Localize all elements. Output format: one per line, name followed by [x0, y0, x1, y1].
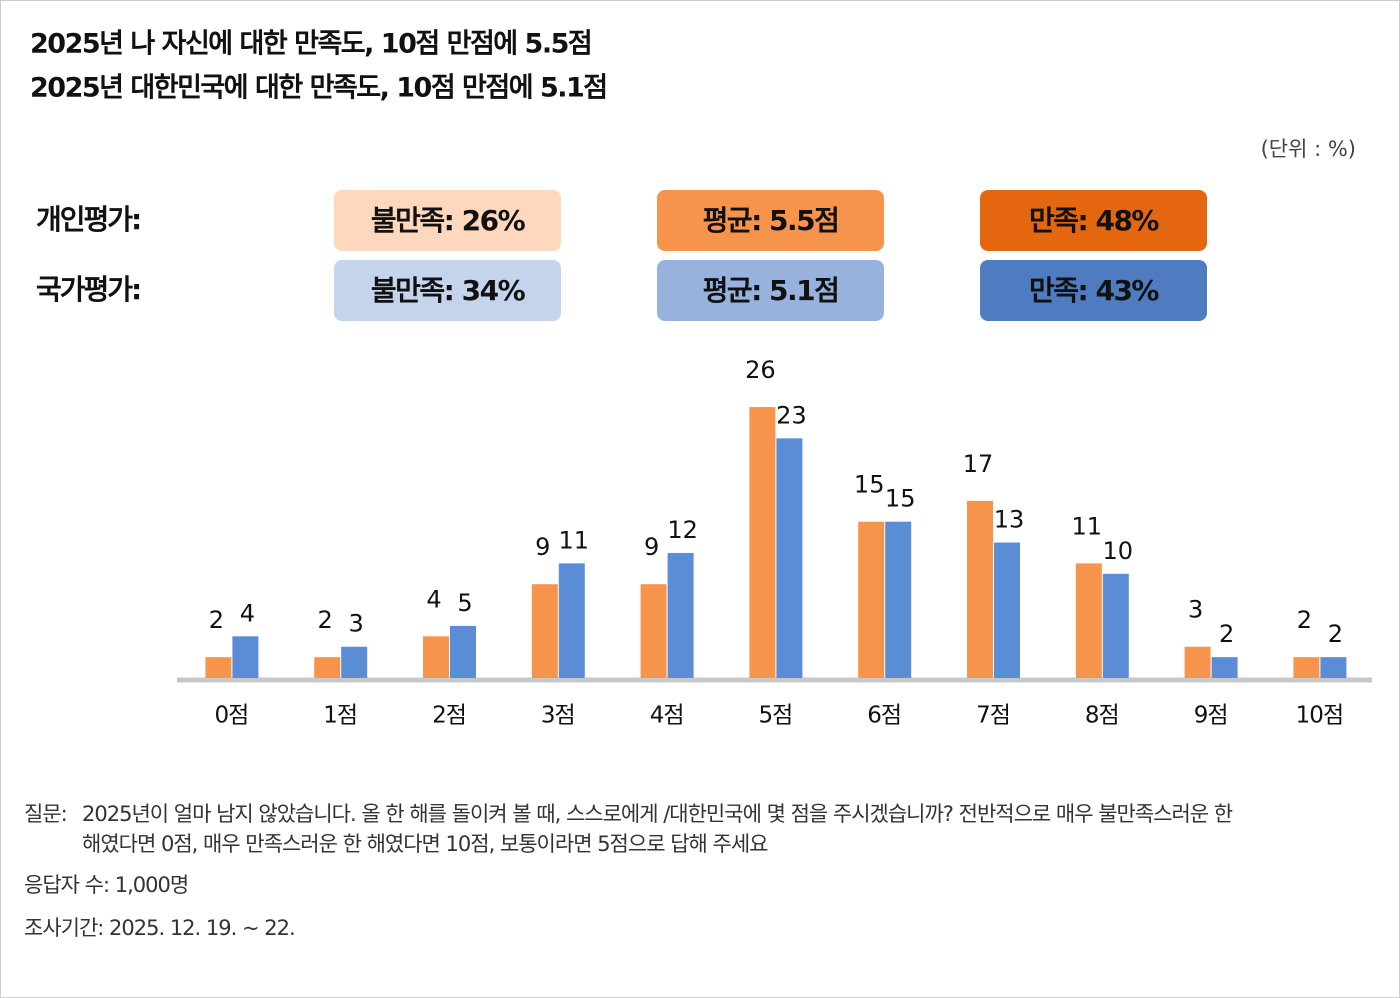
value-label: 12	[667, 516, 698, 544]
bar	[1211, 657, 1238, 678]
bar	[885, 521, 912, 678]
value-label: 17	[963, 450, 994, 478]
x-tick-label: 3점	[541, 703, 575, 729]
value-label: 5	[457, 589, 472, 617]
value-label: 9	[535, 533, 550, 561]
bar	[640, 584, 667, 678]
chart-title: 2025년 대한민국에 대한 만족도, 10점 만점에 5.1점	[30, 73, 607, 104]
survey-period: 조사기간: 2025. 12. 19. ~ 22.	[24, 916, 295, 940]
value-label: 2	[1219, 620, 1234, 648]
respondents: 응답자 수: 1,000명	[24, 873, 188, 897]
bar	[667, 552, 694, 678]
value-label: 15	[854, 471, 885, 499]
bar	[858, 521, 885, 678]
summary-text: 불만족: 26%	[371, 204, 526, 237]
bar	[341, 646, 368, 678]
summary-text: 평균: 5.5점	[703, 204, 839, 237]
value-label: 2	[1328, 620, 1343, 648]
summary-box	[657, 190, 884, 251]
bar	[450, 625, 476, 678]
x-tick-label: 5점	[759, 703, 793, 729]
bar	[558, 563, 585, 678]
summary-box	[980, 260, 1207, 321]
value-label: 2	[1297, 606, 1312, 634]
summary-box	[334, 260, 561, 321]
summary-box	[657, 260, 884, 321]
bar	[776, 438, 803, 678]
bar	[1102, 573, 1129, 678]
chart-title: 2025년 나 자신에 대한 만족도, 10점 만점에 5.5점	[30, 29, 591, 60]
bar	[1320, 657, 1347, 678]
summary-box	[980, 190, 1207, 251]
question-label: 질문:	[24, 802, 67, 826]
value-label: 26	[745, 356, 776, 384]
summary-text: 불만족: 34%	[371, 274, 526, 307]
value-label: 13	[994, 506, 1025, 534]
bar	[1184, 646, 1211, 678]
x-tick-label: 4점	[650, 703, 684, 729]
value-label: 2	[318, 606, 333, 634]
summary-box	[334, 190, 561, 251]
x-tick-label: 9점	[1194, 703, 1228, 729]
bar	[994, 542, 1020, 678]
value-label: 3	[349, 610, 364, 638]
x-tick-label: 7점	[976, 703, 1010, 729]
x-tick-label: 0점	[215, 703, 249, 729]
bar	[1293, 657, 1320, 678]
value-label: 9	[644, 533, 659, 561]
question-text: 2025년이 얼마 남지 않았습니다. 올 한 해를 돌이켜 볼 때, 스스로에…	[82, 802, 1233, 826]
value-label: 11	[1072, 512, 1103, 540]
bar	[314, 657, 341, 678]
row-label: 개인평가:	[36, 203, 140, 236]
x-tick-label: 8점	[1085, 703, 1119, 729]
value-label: 2	[209, 606, 224, 634]
bar	[232, 636, 259, 678]
bar	[423, 636, 449, 678]
x-tick-label: 10점	[1296, 703, 1343, 729]
bar	[531, 584, 558, 678]
value-label: 23	[776, 401, 807, 429]
bar	[749, 407, 776, 678]
value-label: 15	[885, 485, 916, 513]
question-text: 해였다면 0점, 매우 만족스러운 한 해였다면 10점, 보통이라면 5점으로…	[82, 832, 768, 856]
unit-label: (단위 : %)	[1261, 137, 1356, 161]
bar	[1075, 563, 1102, 678]
summary-text: 평균: 5.1점	[703, 274, 839, 307]
x-tick-label: 2점	[432, 703, 466, 729]
bar	[205, 657, 232, 678]
summary-text: 만족: 48%	[1029, 204, 1159, 237]
value-label: 4	[426, 585, 441, 613]
bar	[967, 500, 993, 678]
value-label: 11	[559, 526, 590, 554]
value-label: 3	[1188, 596, 1203, 624]
value-label: 4	[240, 599, 255, 627]
x-tick-label: 6점	[867, 703, 901, 729]
row-label: 국가평가:	[36, 273, 140, 306]
x-tick-label: 1점	[323, 703, 357, 729]
value-label: 10	[1103, 537, 1134, 565]
summary-text: 만족: 43%	[1029, 274, 1159, 307]
